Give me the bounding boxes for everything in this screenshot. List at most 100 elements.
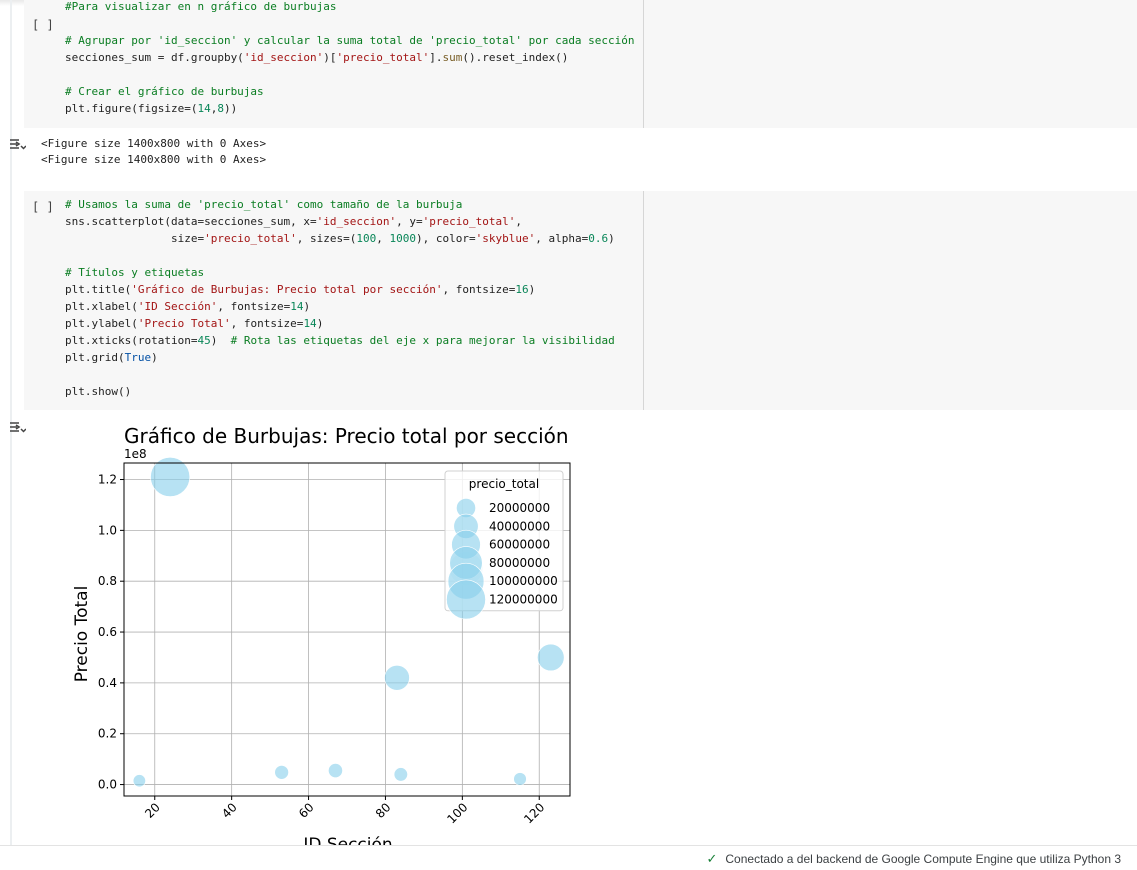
code-token: 1000 [389, 232, 417, 245]
code-token: # Crear el gráfico de burbujas [65, 85, 264, 98]
code-line: # Crear el gráfico de burbujas [65, 85, 264, 98]
data-point [513, 772, 527, 786]
code-token: 'ID Sección' [137, 300, 218, 313]
code-token: 'precio_total' [422, 215, 516, 228]
code-cell-1[interactable]: [ ] #Para visualizar en n gráfico de bur… [24, 0, 1137, 128]
legend-marker [446, 579, 486, 620]
x-tick-label: 20 [142, 800, 163, 821]
y-tick-label: 0.0 [98, 778, 117, 792]
legend-label: 120000000 [489, 593, 558, 607]
data-point [150, 457, 191, 497]
code-token: #Para visualizar en n gráfico de burbuja… [65, 0, 337, 13]
output-line: <Figure size 1400x800 with 0 Axes> [41, 137, 267, 150]
code-token: , fontsize= [442, 283, 516, 296]
code-token: , sizes=( [296, 232, 357, 245]
x-tick-label: 40 [219, 800, 240, 821]
code-token: 14 [290, 300, 304, 313]
data-point [328, 763, 343, 778]
legend-label: 40000000 [489, 519, 550, 533]
code-token: 'Precio Total' [137, 317, 231, 330]
code-token: plt.show() [65, 385, 132, 398]
code-token: 45 [197, 334, 211, 347]
line-length-ruler [643, 0, 644, 128]
code-line: plt.xlabel('ID Sección', fontsize=14) [65, 300, 310, 313]
code-token: # Agrupar por 'id_seccion' y calcular la… [65, 34, 635, 47]
code-token: )[ [323, 51, 337, 64]
line-length-ruler [643, 191, 644, 410]
code-token: ().reset_index() [462, 51, 569, 64]
data-point [132, 774, 146, 788]
code-token: 'precio_total' [336, 51, 430, 64]
chart-title: Gráfico de Burbujas: Precio total por se… [124, 424, 569, 448]
code-token: 'id_seccion' [243, 51, 324, 64]
code-line: #Para visualizar en n gráfico de burbuja… [65, 0, 337, 13]
legend-title: precio_total [469, 477, 539, 491]
code-token: , alpha= [535, 232, 589, 245]
code-token: sns.scatterplot(data=secciones_sum, x= [65, 215, 317, 228]
code-token: plt.xticks(rotation= [65, 334, 198, 347]
code-line: plt.grid(True) [65, 351, 158, 364]
code-cell-2[interactable]: [ ] # Usamos la suma de 'precio_total' c… [24, 191, 1137, 410]
code-token: , [210, 102, 218, 115]
code-token: 'id_seccion' [316, 215, 397, 228]
code-token: ]. [429, 51, 443, 64]
code-token: ) [528, 283, 536, 296]
code-token: ) [210, 334, 231, 347]
code-token: ) [316, 317, 324, 330]
x-axis-label: ID Sección [303, 835, 392, 845]
code-line: plt.title('Gráfico de Burbujas: Precio t… [65, 283, 535, 296]
code-token: , y= [396, 215, 423, 228]
cell-output-text: <Figure size 1400x800 with 0 Axes> <Figu… [41, 136, 266, 168]
code-editor[interactable]: #Para visualizar en n gráfico de burbuja… [65, 0, 635, 117]
code-line: secciones_sum = df.groupby('id_seccion')… [65, 51, 568, 64]
code-line: sns.scatterplot(data=secciones_sum, x='i… [65, 215, 522, 228]
code-token: size= [65, 232, 205, 245]
code-token: ) [608, 232, 615, 245]
connection-status[interactable]: ✓ Conectado a del backend de Google Compu… [706, 851, 1121, 867]
code-token: sum [442, 51, 463, 64]
code-line: size='precio_total', sizes=(100, 1000), … [65, 232, 615, 245]
code-token: 100 [356, 232, 377, 245]
code-token: 'precio_total' [204, 232, 297, 245]
legend-label: 20000000 [489, 501, 550, 515]
data-point [274, 765, 289, 780]
code-token: # Usamos la suma de 'precio_total' como … [65, 198, 463, 211]
code-token: 8 [217, 102, 224, 115]
code-token: , fontsize= [230, 317, 304, 330]
code-token: 14 [303, 317, 317, 330]
code-token: plt.ylabel( [65, 317, 138, 330]
code-token: )) [223, 102, 238, 115]
status-bar: ✓ Conectado a del backend de Google Compu… [0, 845, 1137, 870]
code-token: secciones_sum = df.groupby( [65, 51, 244, 64]
y-tick-label: 0.8 [98, 574, 117, 588]
code-token: , fontsize= [217, 300, 291, 313]
code-token: plt.title( [65, 283, 132, 296]
code-token: 16 [515, 283, 529, 296]
code-editor[interactable]: # Usamos la suma de 'precio_total' como … [65, 196, 615, 400]
y-axis-offset-label: 1e8 [124, 447, 147, 461]
code-token: # Rota las etiquetas del eje x para mejo… [230, 334, 615, 347]
x-tick-label: 60 [296, 800, 317, 821]
output-actions-icon[interactable] [8, 137, 26, 153]
run-cell-button[interactable]: [ ] [32, 200, 54, 214]
code-line: plt.figure(figsize=(14,8)) [65, 102, 237, 115]
code-line: plt.ylabel('Precio Total', fontsize=14) [65, 317, 323, 330]
x-tick-label: 120 [521, 800, 547, 826]
x-tick-label: 100 [444, 800, 470, 826]
output-actions-icon[interactable] [8, 420, 26, 436]
y-tick-label: 0.2 [98, 727, 117, 741]
y-tick-label: 0.4 [98, 676, 117, 690]
chart-legend: precio_total 20000000 40000000 60000000 8000… [444, 470, 564, 620]
code-token: plt.xlabel( [65, 300, 138, 313]
code-line: plt.show() [65, 385, 131, 398]
code-token: 'Gráfico de Burbujas: Precio total por s… [131, 283, 443, 296]
code-token: plt.grid( [65, 351, 125, 364]
code-token: ) [303, 300, 311, 313]
connection-status-text: Conectado a del backend de Google Comput… [725, 852, 1121, 866]
code-token: True [124, 351, 152, 364]
code-line: # Usamos la suma de 'precio_total' como … [65, 198, 462, 211]
y-tick-label: 1.2 [98, 473, 117, 487]
code-token: , [515, 215, 522, 228]
legend-label: 100000000 [489, 574, 558, 588]
run-cell-button[interactable]: [ ] [32, 18, 54, 32]
